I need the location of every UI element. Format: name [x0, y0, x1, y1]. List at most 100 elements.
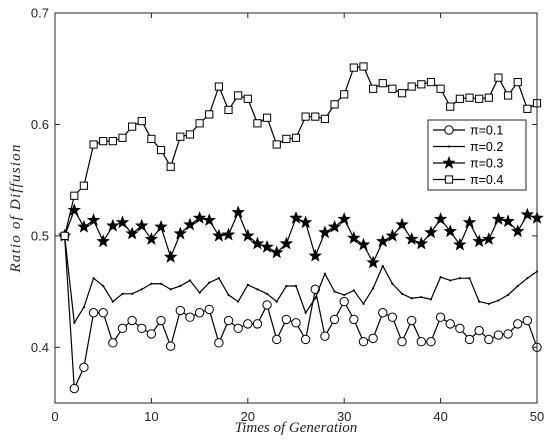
data-point: [358, 337, 369, 347]
y-tick-label: 0.6: [31, 117, 49, 132]
data-point: [79, 362, 89, 373]
data-point: [503, 329, 513, 339]
y-tick-label: 0.5: [31, 228, 49, 243]
data-point: [318, 225, 332, 239]
data-point: [179, 284, 182, 288]
data-point: [106, 218, 120, 232]
data-point: [115, 215, 130, 229]
data-point: [147, 134, 156, 144]
series-line: [64, 235, 538, 390]
data-point: [333, 290, 336, 293]
data-point: [478, 300, 481, 303]
data-point: [212, 228, 226, 242]
data-point: [135, 218, 149, 232]
data-point: [198, 291, 201, 294]
data-point: [194, 308, 205, 318]
data-point: [404, 232, 419, 245]
data-point: [192, 210, 207, 224]
legend-marker: [444, 175, 454, 184]
data-point: [320, 114, 330, 123]
data-point: [494, 73, 503, 82]
data-point: [233, 323, 243, 334]
data-point: [462, 215, 477, 229]
data-point: [217, 277, 220, 280]
data-point: [252, 319, 263, 329]
legend-label: π=0.1: [470, 124, 503, 138]
data-point: [214, 82, 223, 91]
data-point: [347, 231, 361, 244]
data-point: [314, 297, 317, 300]
x-axis-label: Times of Generation: [235, 420, 358, 436]
data-point: [111, 300, 114, 303]
data-point: [497, 299, 500, 302]
data-point: [329, 314, 340, 325]
data-point: [137, 323, 147, 334]
plot-data-layer: [57, 62, 544, 394]
data-point: [243, 94, 252, 103]
legend-item: π=0.2: [433, 140, 503, 154]
x-tick-label: 50: [530, 409, 544, 424]
data-point: [98, 308, 108, 318]
data-point: [406, 315, 417, 326]
data-point: [253, 119, 262, 128]
legend-item: π=0.1: [433, 124, 503, 138]
data-point: [417, 80, 426, 89]
data-point: [69, 383, 79, 394]
data-point: [443, 224, 457, 238]
data-point: [474, 325, 484, 336]
x-tick-label: 30: [337, 409, 351, 424]
data-point: [88, 308, 99, 318]
data-point: [67, 203, 81, 216]
data-point: [520, 207, 535, 221]
data-point: [79, 181, 89, 190]
data-point: [340, 90, 349, 99]
data-point: [349, 63, 358, 72]
data-point: [414, 236, 429, 250]
data-point: [89, 140, 98, 149]
data-point: [166, 162, 175, 171]
data-point: [202, 213, 216, 226]
data-point: [397, 337, 407, 347]
data-point: [356, 237, 371, 251]
data-point: [352, 289, 355, 292]
data-point: [381, 264, 384, 268]
data-point: [159, 282, 163, 285]
data-point: [513, 319, 523, 329]
x-tick-label: 10: [144, 409, 158, 424]
data-point: [281, 314, 292, 325]
data-point: [108, 338, 118, 348]
data-point: [282, 134, 291, 144]
legend-marker: [444, 125, 454, 135]
data-point: [241, 228, 255, 242]
data-point: [260, 239, 274, 253]
data-point: [272, 140, 281, 149]
data-point: [60, 231, 69, 240]
legend-label: π=0.2: [470, 140, 503, 154]
y-tick-label: 0.4: [31, 340, 49, 355]
data-point: [231, 205, 245, 219]
data-point: [449, 279, 452, 282]
data-point: [300, 334, 311, 345]
data-point: [407, 82, 416, 91]
data-point: [301, 112, 310, 121]
data-point: [482, 232, 496, 245]
data-point: [291, 318, 301, 328]
data-point: [188, 279, 192, 282]
data-point: [70, 191, 79, 200]
data-point: [511, 224, 525, 238]
data-point: [475, 94, 484, 103]
data-point: [250, 236, 265, 250]
data-point: [410, 297, 413, 300]
data-point: [465, 93, 474, 102]
series-line: [64, 235, 538, 324]
data-point: [426, 337, 436, 347]
data-point: [92, 277, 95, 280]
data-point: [330, 100, 339, 109]
legend-item: π=0.4: [433, 173, 503, 187]
data-point: [323, 272, 327, 275]
data-point: [154, 219, 168, 233]
data-point: [165, 341, 176, 351]
legend-marker: [447, 145, 451, 148]
data-point: [387, 312, 398, 322]
data-point: [272, 334, 282, 345]
